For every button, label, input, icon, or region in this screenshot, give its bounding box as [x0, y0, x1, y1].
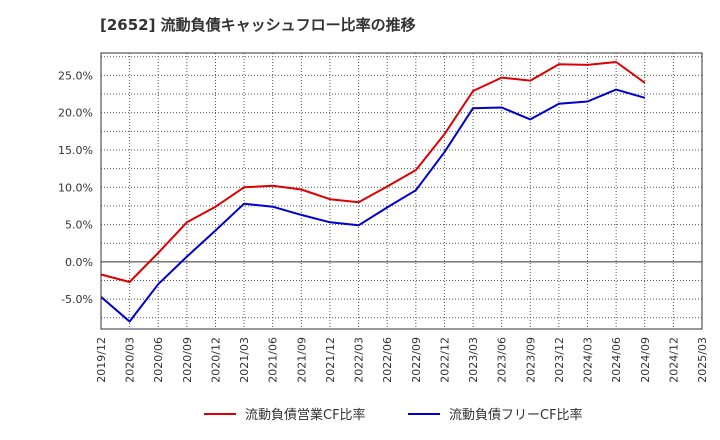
- x-tick-label: 2022/06: [381, 337, 394, 383]
- x-tick-label: 2023/03: [467, 337, 480, 383]
- legend-label-operating-cf: 流動負債営業CF比率: [245, 407, 366, 423]
- y-tick-label: 15.0%: [58, 144, 93, 157]
- x-tick-label: 2024/03: [582, 337, 595, 383]
- plot-area: [101, 53, 702, 329]
- x-tick-label: 2023/06: [496, 337, 509, 383]
- series-lines: [100, 61, 646, 323]
- x-tick-label: 2024/06: [610, 337, 623, 383]
- x-tick-label: 2021/03: [238, 337, 251, 383]
- x-tick-label: 2025/03: [696, 337, 709, 383]
- x-tick-label: 2020/06: [152, 337, 165, 383]
- y-tick-label: 25.0%: [58, 69, 93, 82]
- x-tick-label: 2020/09: [181, 337, 194, 383]
- x-tick-label: 2022/09: [410, 337, 423, 383]
- gridlines: [101, 53, 702, 329]
- x-tick-label: 2020/03: [124, 337, 137, 383]
- series-line-1: [100, 88, 646, 323]
- x-tick-label: 2023/12: [553, 337, 566, 383]
- y-tick-label: 5.0%: [65, 219, 93, 232]
- x-tick-label: 2023/09: [524, 337, 537, 383]
- y-tick-label: 10.0%: [58, 181, 93, 194]
- y-tick-label: 20.0%: [58, 107, 93, 120]
- y-tick-label: -5.0%: [61, 293, 93, 306]
- x-tick-label: 2021/06: [267, 337, 280, 383]
- x-axis-ticks: 2019/12 2020/03 2020/06 2020/09 2020/12 2021/…: [95, 337, 709, 383]
- x-tick-label: 2024/09: [639, 337, 652, 383]
- x-tick-label: 2021/12: [324, 337, 337, 383]
- plot-border: [100, 52, 703, 330]
- x-tick-label: 2022/03: [353, 337, 366, 383]
- chart-title: [2652] 流動負債キャッシュフロー比率の推移: [100, 16, 416, 34]
- legend: 流動負債営業CF比率 流動負債フリーCF比率: [204, 407, 583, 423]
- legend-label-free-cf: 流動負債フリーCF比率: [449, 407, 583, 423]
- x-tick-label: 2020/12: [209, 337, 222, 383]
- x-tick-label: 2021/09: [295, 337, 308, 383]
- x-tick-label: 2024/12: [667, 337, 680, 383]
- y-tick-label: 0.0%: [65, 256, 93, 269]
- x-tick-label: 2019/12: [95, 337, 108, 383]
- series-line-0: [100, 61, 646, 283]
- x-tick-label: 2022/12: [438, 337, 451, 383]
- y-axis-ticks: -5.0% 0.0% 5.0% 10.0% 15.0% 20.0% 25.0%: [58, 69, 93, 306]
